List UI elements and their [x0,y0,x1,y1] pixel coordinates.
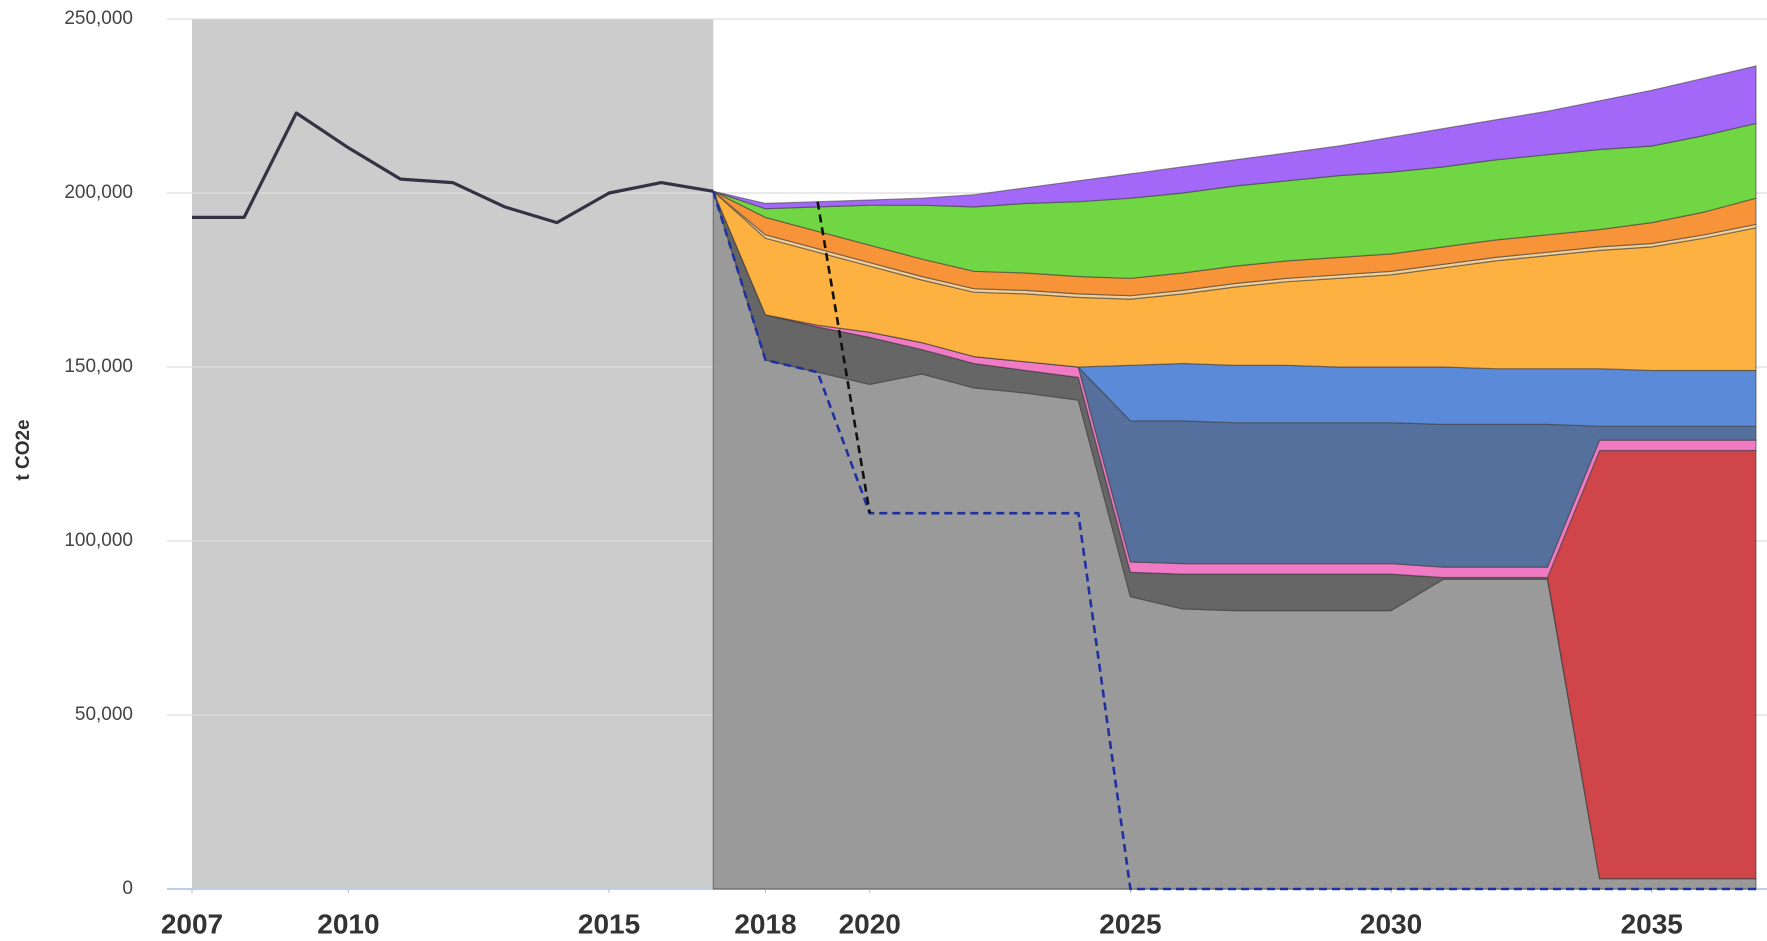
x-tick-label: 2018 [734,908,796,939]
x-tick-label: 2035 [1621,908,1683,939]
x-tick-label: 2030 [1360,908,1422,939]
y-tick-label: 150,000 [64,356,133,377]
x-tick-label: 2007 [161,908,223,939]
x-tick-label: 2025 [1099,908,1161,939]
y-tick-label: 100,000 [64,530,133,551]
dashed-line [816,201,871,514]
y-tick-label: 0 [122,878,133,899]
y-tick-label: 50,000 [75,704,133,725]
dashed-line [712,190,1756,891]
line [192,111,714,225]
x-tick-label: 2015 [578,908,640,939]
y-tick-label: 200,000 [64,182,133,203]
y-axis-label: t CO2e [13,419,34,480]
history-band [192,19,714,889]
stacked-area [712,65,1757,210]
x-tick-label: 2020 [839,908,901,939]
y-tick-label: 250,000 [64,8,133,29]
x-tick-label: 2010 [317,908,379,939]
